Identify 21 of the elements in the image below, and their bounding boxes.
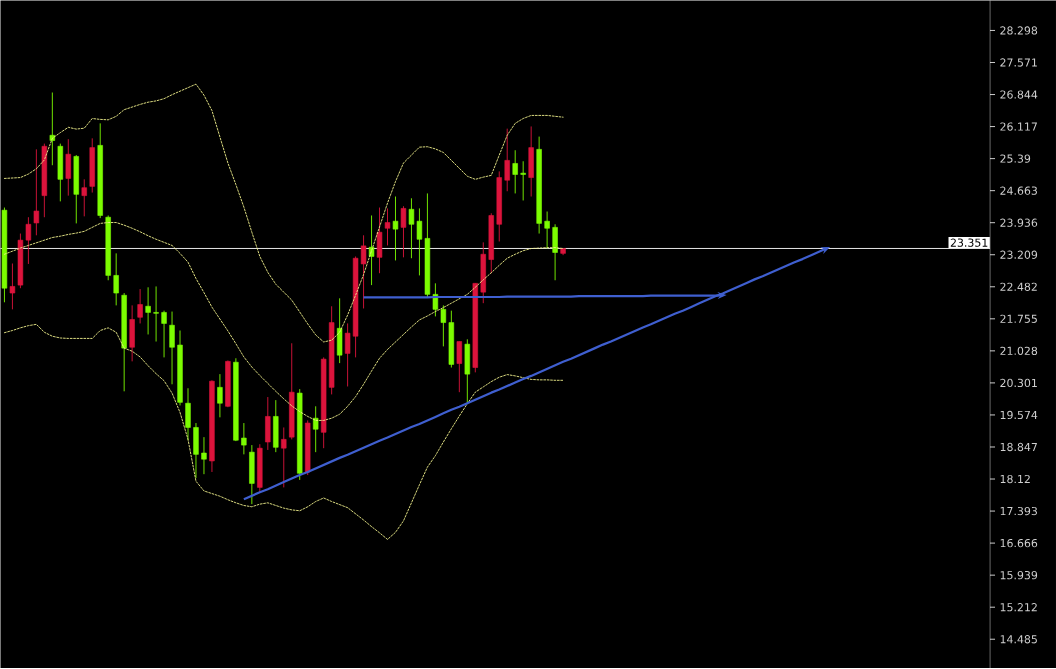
y-tick-label: 26.117	[1000, 122, 1037, 131]
y-tick-label: 20.301	[1000, 379, 1037, 388]
y-tick-label: 17.393	[1000, 507, 1037, 516]
y-tick-label: 18.847	[1000, 443, 1037, 452]
y-tick-label: 15.939	[1000, 571, 1038, 580]
y-tick-label: 21.028	[1000, 346, 1038, 356]
y-tick-label: 24.663	[1000, 186, 1037, 196]
y-tick-label: 22.482	[1000, 282, 1037, 292]
y-tick-label: 27.571	[1000, 58, 1037, 67]
y-tick-label: 25.39	[1000, 154, 1031, 164]
y-tick-label: 16.666	[1000, 539, 1038, 548]
y-tick-label: 23.209	[1000, 250, 1038, 260]
y-tick-label: 19.574	[1000, 411, 1038, 420]
y-tick-label: 28.298	[1000, 26, 1038, 35]
y-tick-label: 14.485	[1000, 635, 1037, 644]
y-tick-label: 26.844	[1000, 90, 1038, 99]
ref-line-label: 23.351	[950, 238, 988, 248]
y-tick-label: 18.12	[1000, 475, 1030, 484]
y-tick-label: 21.755	[1000, 314, 1037, 324]
y-tick-label: 15.212	[1000, 603, 1037, 612]
y-tick-label: 23.936	[1000, 218, 1038, 228]
